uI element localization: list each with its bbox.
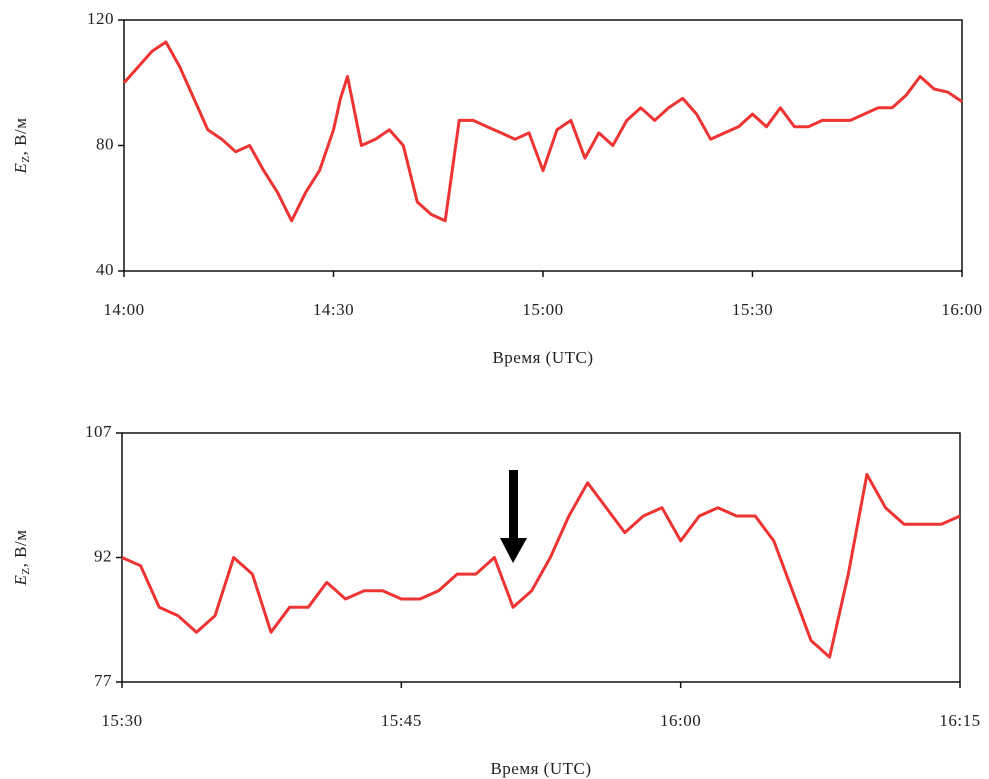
x-tick-label: 16:00 xyxy=(941,300,982,319)
y-tick-label: 77 xyxy=(94,671,112,690)
y-axis-label: EZ, В/м xyxy=(11,530,32,587)
y-tick-label: 107 xyxy=(85,422,112,441)
x-tick-label: 15:00 xyxy=(522,300,563,319)
y-label-subscript: Z xyxy=(20,567,32,574)
y-label-unit: , В/м xyxy=(11,118,30,156)
x-axis-label: Время (UTC) xyxy=(492,348,593,367)
x-tick-label: 15:30 xyxy=(101,711,142,730)
y-tick-label: 120 xyxy=(87,9,114,28)
x-tick-label: 16:00 xyxy=(660,711,701,730)
y-tick-label: 80 xyxy=(96,134,114,153)
x-tick-label: 15:45 xyxy=(381,711,422,730)
data-line xyxy=(122,40,963,223)
y-label-unit: , В/м xyxy=(11,530,30,568)
data-line xyxy=(121,473,961,659)
y-label-subscript: Z xyxy=(20,155,32,162)
y-axis-label: EZ, В/м xyxy=(11,118,32,175)
y-label-symbol: E xyxy=(11,162,30,174)
x-axis-label: Время (UTC) xyxy=(490,759,591,778)
y-tick-label: 92 xyxy=(94,546,112,565)
y-label-symbol: E xyxy=(11,574,30,586)
arrow-annotation xyxy=(500,470,527,563)
x-tick-label: 16:15 xyxy=(939,711,980,730)
x-tick-label: 14:30 xyxy=(313,300,354,319)
x-tick-label: 15:30 xyxy=(732,300,773,319)
plot-frame xyxy=(121,432,961,683)
y-tick-label: 40 xyxy=(96,260,114,279)
x-tick-label: 14:00 xyxy=(103,300,144,319)
